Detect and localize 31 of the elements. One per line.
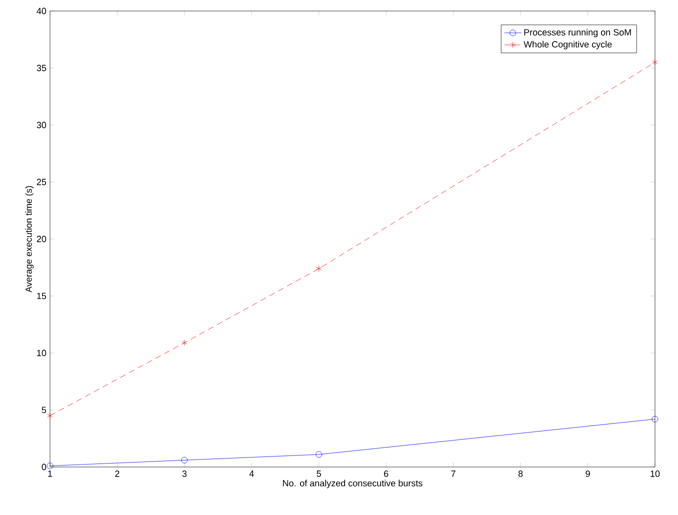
point: [182, 340, 188, 346]
x-tick-label: 3: [182, 470, 187, 477]
y-tick-label: 0: [42, 464, 46, 470]
point: [46, 462, 54, 470]
y-tick-label: 40: [36, 8, 46, 14]
x-tick-label: 10: [650, 470, 660, 477]
y-tick-label: 5: [42, 406, 46, 414]
y-tick-label: 10: [37, 350, 46, 356]
legend-label: Whole Cognitive cycle: [524, 40, 612, 50]
x-tick-label: 2: [115, 470, 120, 477]
legend-label: Processes running on SoM: [524, 28, 631, 38]
x-axis-title: No. of analyzed consecutive bursts: [283, 480, 422, 488]
y-axis-title: Average execution time (s): [25, 186, 34, 292]
x-tick-label: 6: [384, 470, 388, 477]
y-tick-label: 35: [36, 64, 46, 72]
x-tick-label: 1: [48, 470, 52, 477]
point: [47, 412, 53, 419]
x-tick-label: 7: [451, 470, 456, 477]
y-tick-label: 20: [36, 236, 46, 242]
y-tick-label: 15: [37, 292, 46, 300]
x-tick-label: 4: [249, 470, 254, 477]
point: [181, 456, 188, 464]
x-tick-label: 5: [316, 470, 322, 477]
x-tick-label: 9: [586, 470, 590, 477]
point: [652, 59, 658, 66]
x-tick-label: 8: [518, 470, 523, 477]
y-tick-label: 25: [36, 178, 46, 186]
point: [316, 265, 322, 272]
point: [316, 451, 322, 458]
point: [652, 416, 658, 422]
y-tick-label: 30: [36, 122, 46, 128]
